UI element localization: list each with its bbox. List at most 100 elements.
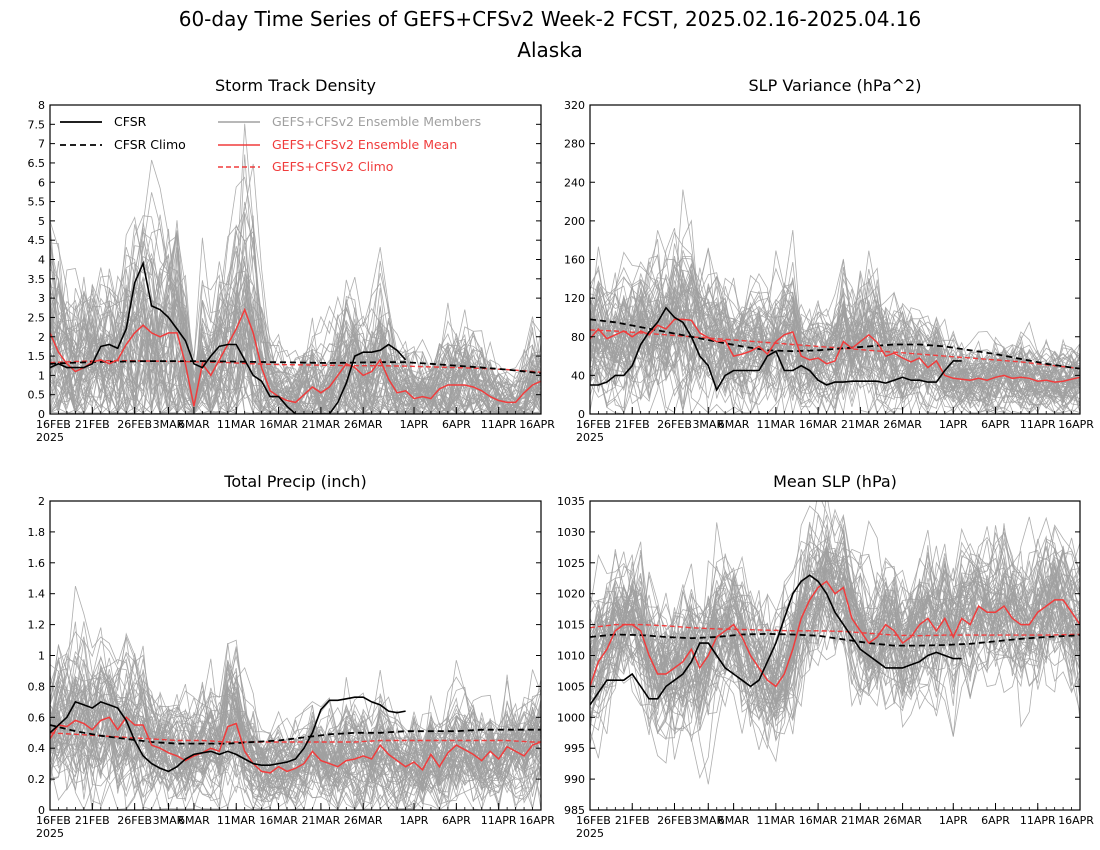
- ensemble-members: [50, 585, 541, 810]
- x-tick-label: 1APR: [939, 418, 968, 431]
- y-tick-label: 5: [38, 215, 45, 228]
- y-tick-label: 6.5: [28, 157, 46, 170]
- y-tick-label: 0.6: [28, 711, 46, 724]
- x-tick-label: 11MAR: [757, 418, 796, 431]
- y-tick-label: 3.5: [28, 273, 46, 286]
- x-tick-label: 16APR: [1058, 418, 1094, 431]
- y-tick-label: 2.5: [28, 311, 46, 324]
- cfsr-climo-line: [590, 632, 1080, 647]
- y-tick-label: 0.2: [28, 773, 46, 786]
- ensemble-member-line: [590, 575, 1080, 740]
- chart-panel-4: Mean SLP (hPa) 985 990 995 1000 1005 1010 1015 1…: [557, 472, 1094, 840]
- x-year-label: 2025: [576, 827, 604, 840]
- y-tick-label: 1015: [557, 619, 585, 632]
- x-tick-label: 26MAR: [344, 418, 383, 431]
- ensemble-mean-line: [590, 580, 1080, 688]
- panel-title: Storm Track Density: [215, 76, 376, 95]
- x-tick-label: 16FEB: [576, 418, 611, 431]
- ensemble-member-line: [590, 571, 1080, 705]
- ensemble-member-line: [590, 515, 1080, 717]
- ensemble-member-line: [590, 291, 1080, 414]
- ensemble-member-line: [590, 538, 1080, 700]
- cfsr-line: [50, 260, 407, 414]
- y-tick-label: 1020: [557, 588, 585, 601]
- ensemble-member-line: [50, 254, 541, 414]
- ensemble-member-line: [50, 702, 541, 810]
- cfsr-climo-line: [50, 724, 541, 745]
- ensemble-member-line: [590, 265, 1080, 414]
- x-tick-label: 6APR: [981, 418, 1010, 431]
- ensemble-member-line: [50, 652, 541, 810]
- y-tick-label: 1.4: [28, 588, 46, 601]
- cfsr-climo-line: [50, 360, 541, 375]
- x-tick-label: 3MAR: [692, 814, 724, 827]
- x-tick-label: 6APR: [442, 418, 471, 431]
- x-tick-label: 6MAR: [178, 418, 210, 431]
- y-tick-label: 1005: [557, 680, 585, 693]
- x-tick-label: 6MAR: [178, 814, 210, 827]
- y-tick-label: 0.4: [28, 742, 46, 755]
- x-tick-label: 16MAR: [799, 814, 838, 827]
- ensemble-member-line: [50, 667, 541, 810]
- ensemble-member-line: [50, 637, 541, 810]
- x-tick-label: 3MAR: [692, 418, 724, 431]
- y-tick-label: 1: [38, 650, 45, 663]
- x-tick-label: 16APR: [519, 418, 555, 431]
- ensemble-member-line: [590, 541, 1080, 760]
- y-tick-label: 120: [564, 292, 585, 305]
- x-tick-label: 21FEB: [615, 418, 650, 431]
- legend: CFSR CFSR Climo GEFS+CFSv2 Ensemble Member…: [60, 114, 481, 174]
- y-tick-label: 200: [564, 215, 585, 228]
- x-tick-label: 21MAR: [302, 418, 341, 431]
- x-tick-label: 11MAR: [757, 814, 796, 827]
- x-tick-label: 26MAR: [883, 814, 922, 827]
- y-tick-label: 0: [38, 408, 45, 421]
- ensemble-mean-line: [590, 318, 1080, 383]
- panel-title: SLP Variance (hPa^2): [749, 76, 922, 95]
- y-tick-label: 0.5: [28, 389, 46, 402]
- x-tick-label: 26FEB: [117, 814, 152, 827]
- x-tick-label: 26FEB: [657, 814, 692, 827]
- x-tick-label: 1APR: [400, 418, 429, 431]
- x-tick-label: 6APR: [981, 814, 1010, 827]
- ensemble-member-line: [590, 296, 1080, 414]
- x-tick-label: 11MAR: [217, 814, 256, 827]
- x-year-label: 2025: [576, 431, 604, 444]
- x-tick-label: 1APR: [400, 814, 429, 827]
- ensemble-member-line: [590, 566, 1080, 736]
- chart-panel-2: SLP Variance (hPa^2) 0 40 80 120 160 200 240 280…: [564, 76, 1094, 444]
- y-tick-label: 1010: [557, 650, 585, 663]
- y-tick-label: 5.5: [28, 196, 46, 209]
- cfsr-line: [590, 574, 962, 706]
- ensemble-member-line: [590, 269, 1080, 414]
- y-tick-label: 8: [38, 99, 45, 112]
- ensemble-member-line: [590, 256, 1080, 414]
- y-tick-label: 3: [38, 292, 45, 305]
- legend-ensemble-climo-label: GEFS+CFSv2 Climo: [272, 159, 393, 174]
- ensemble-member-line: [590, 523, 1080, 732]
- y-tick-label: 4.5: [28, 234, 46, 247]
- chart-panel-1: Storm Track Density 0 0.5 1 1.5 2 2.5 3 3.5 4 4.5 5…: [28, 76, 556, 444]
- x-tick-label: 21FEB: [615, 814, 650, 827]
- cfsr-line: [590, 306, 962, 392]
- y-tick-label: 1030: [557, 526, 585, 539]
- y-tick-label: 985: [564, 804, 585, 817]
- x-tick-label: 11MAR: [217, 418, 256, 431]
- x-tick-label: 21MAR: [302, 814, 341, 827]
- y-tick-label: 160: [564, 254, 585, 267]
- x-tick-label: 3MAR: [153, 418, 185, 431]
- ensemble-member-line: [590, 572, 1080, 715]
- x-tick-label: 16MAR: [259, 814, 298, 827]
- x-tick-label: 16FEB: [36, 418, 71, 431]
- x-tick-label: 6APR: [442, 814, 471, 827]
- x-tick-label: 21FEB: [75, 814, 110, 827]
- x-tick-label: 16APR: [1058, 814, 1094, 827]
- cfsr-climo-line: [590, 318, 1080, 370]
- y-tick-label: 0: [578, 408, 585, 421]
- ensemble-member-line: [590, 501, 1080, 724]
- ensemble-member-line: [50, 621, 541, 810]
- panel-title: Mean SLP (hPa): [773, 472, 897, 491]
- y-tick-label: 1.5: [28, 350, 46, 363]
- ensemble-member-line: [50, 275, 541, 414]
